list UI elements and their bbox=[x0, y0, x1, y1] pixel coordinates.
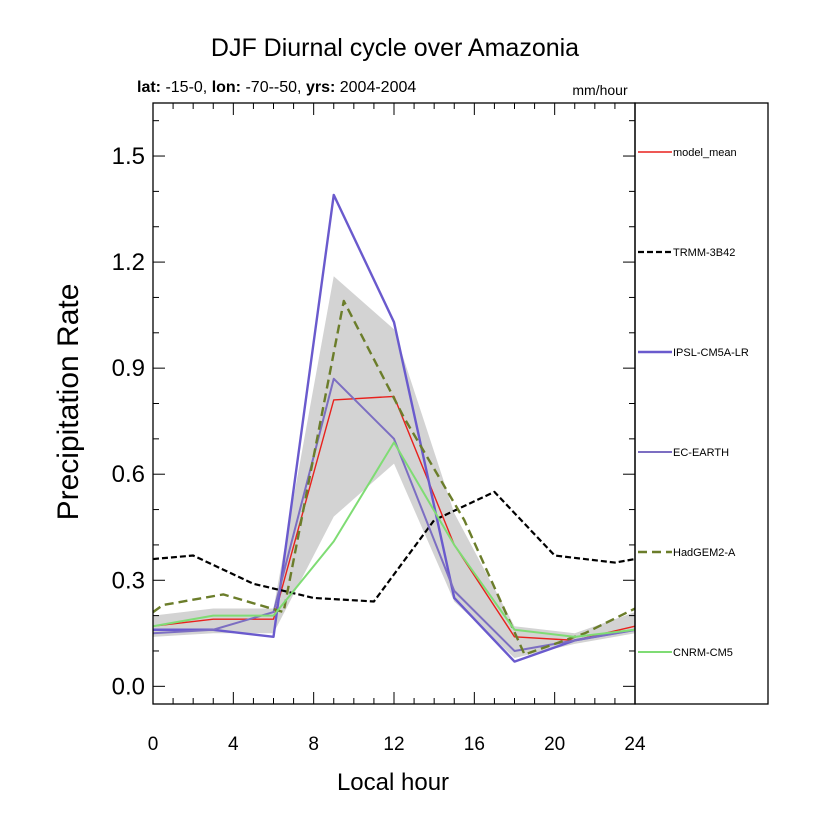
chart-subtitle: lat: -15-0, lon: -70--50, yrs: 2004-2004 bbox=[137, 79, 416, 96]
series-line-2 bbox=[153, 193, 636, 663]
series-line-5 bbox=[152, 441, 636, 638]
x-tick-label: 24 bbox=[624, 734, 646, 755]
x-tick-label: 0 bbox=[148, 734, 159, 755]
x-tick-label: 4 bbox=[228, 734, 239, 755]
legend-label-1: TRMM-3B42 bbox=[673, 247, 735, 259]
subtitle-lat-value: -15-0, bbox=[161, 79, 212, 96]
y-tick-label: 0.0 bbox=[112, 673, 145, 700]
series-line-4 bbox=[152, 299, 636, 656]
units-label: mm/hour bbox=[572, 82, 628, 98]
x-tick-label: 16 bbox=[464, 734, 485, 755]
y-tick-label: 0.9 bbox=[112, 355, 145, 382]
legend-label-0: model_mean bbox=[673, 147, 737, 159]
plot-area bbox=[152, 193, 636, 663]
x-tick-label: 12 bbox=[383, 734, 404, 755]
legend: model_mean TRMM-3B42 IPSL-CM5A-LR EC-EARTH H… bbox=[634, 102, 769, 705]
axes: 0.0 0.3 0.6 0.9 1.2 1.5 0 4 8 12 16 20 24 bbox=[112, 102, 646, 755]
legend-label-5: CNRM-CM5 bbox=[673, 647, 733, 659]
y-tick-label: 0.3 bbox=[112, 567, 145, 594]
subtitle-lon-key: lon: bbox=[212, 79, 241, 96]
subtitle-lat-key: lat: bbox=[137, 79, 161, 96]
legend-frame bbox=[634, 102, 769, 705]
series-line-1 bbox=[152, 490, 636, 603]
x-tick-label: 8 bbox=[308, 734, 319, 755]
legend-label-2: IPSL-CM5A-LR bbox=[673, 347, 749, 359]
subtitle-lon-value: -70--50, bbox=[241, 79, 306, 96]
x-axis-label: Local hour bbox=[337, 769, 449, 796]
legend-label-3: EC-EARTH bbox=[673, 447, 729, 459]
spread-envelope bbox=[153, 276, 635, 659]
y-tick-label: 1.5 bbox=[112, 143, 145, 170]
y-axis-label: Precipitation Rate bbox=[52, 284, 85, 521]
subtitle-yrs-key: yrs: bbox=[306, 79, 335, 96]
subtitle-yrs-value: 2004-2004 bbox=[335, 79, 416, 96]
legend-label-4: HadGEM2-A bbox=[673, 547, 736, 559]
x-tick-label: 20 bbox=[544, 734, 565, 755]
y-tick-label: 0.6 bbox=[112, 461, 145, 488]
chart-title: DJF Diurnal cycle over Amazonia bbox=[211, 34, 579, 62]
y-tick-label: 1.2 bbox=[112, 249, 145, 276]
